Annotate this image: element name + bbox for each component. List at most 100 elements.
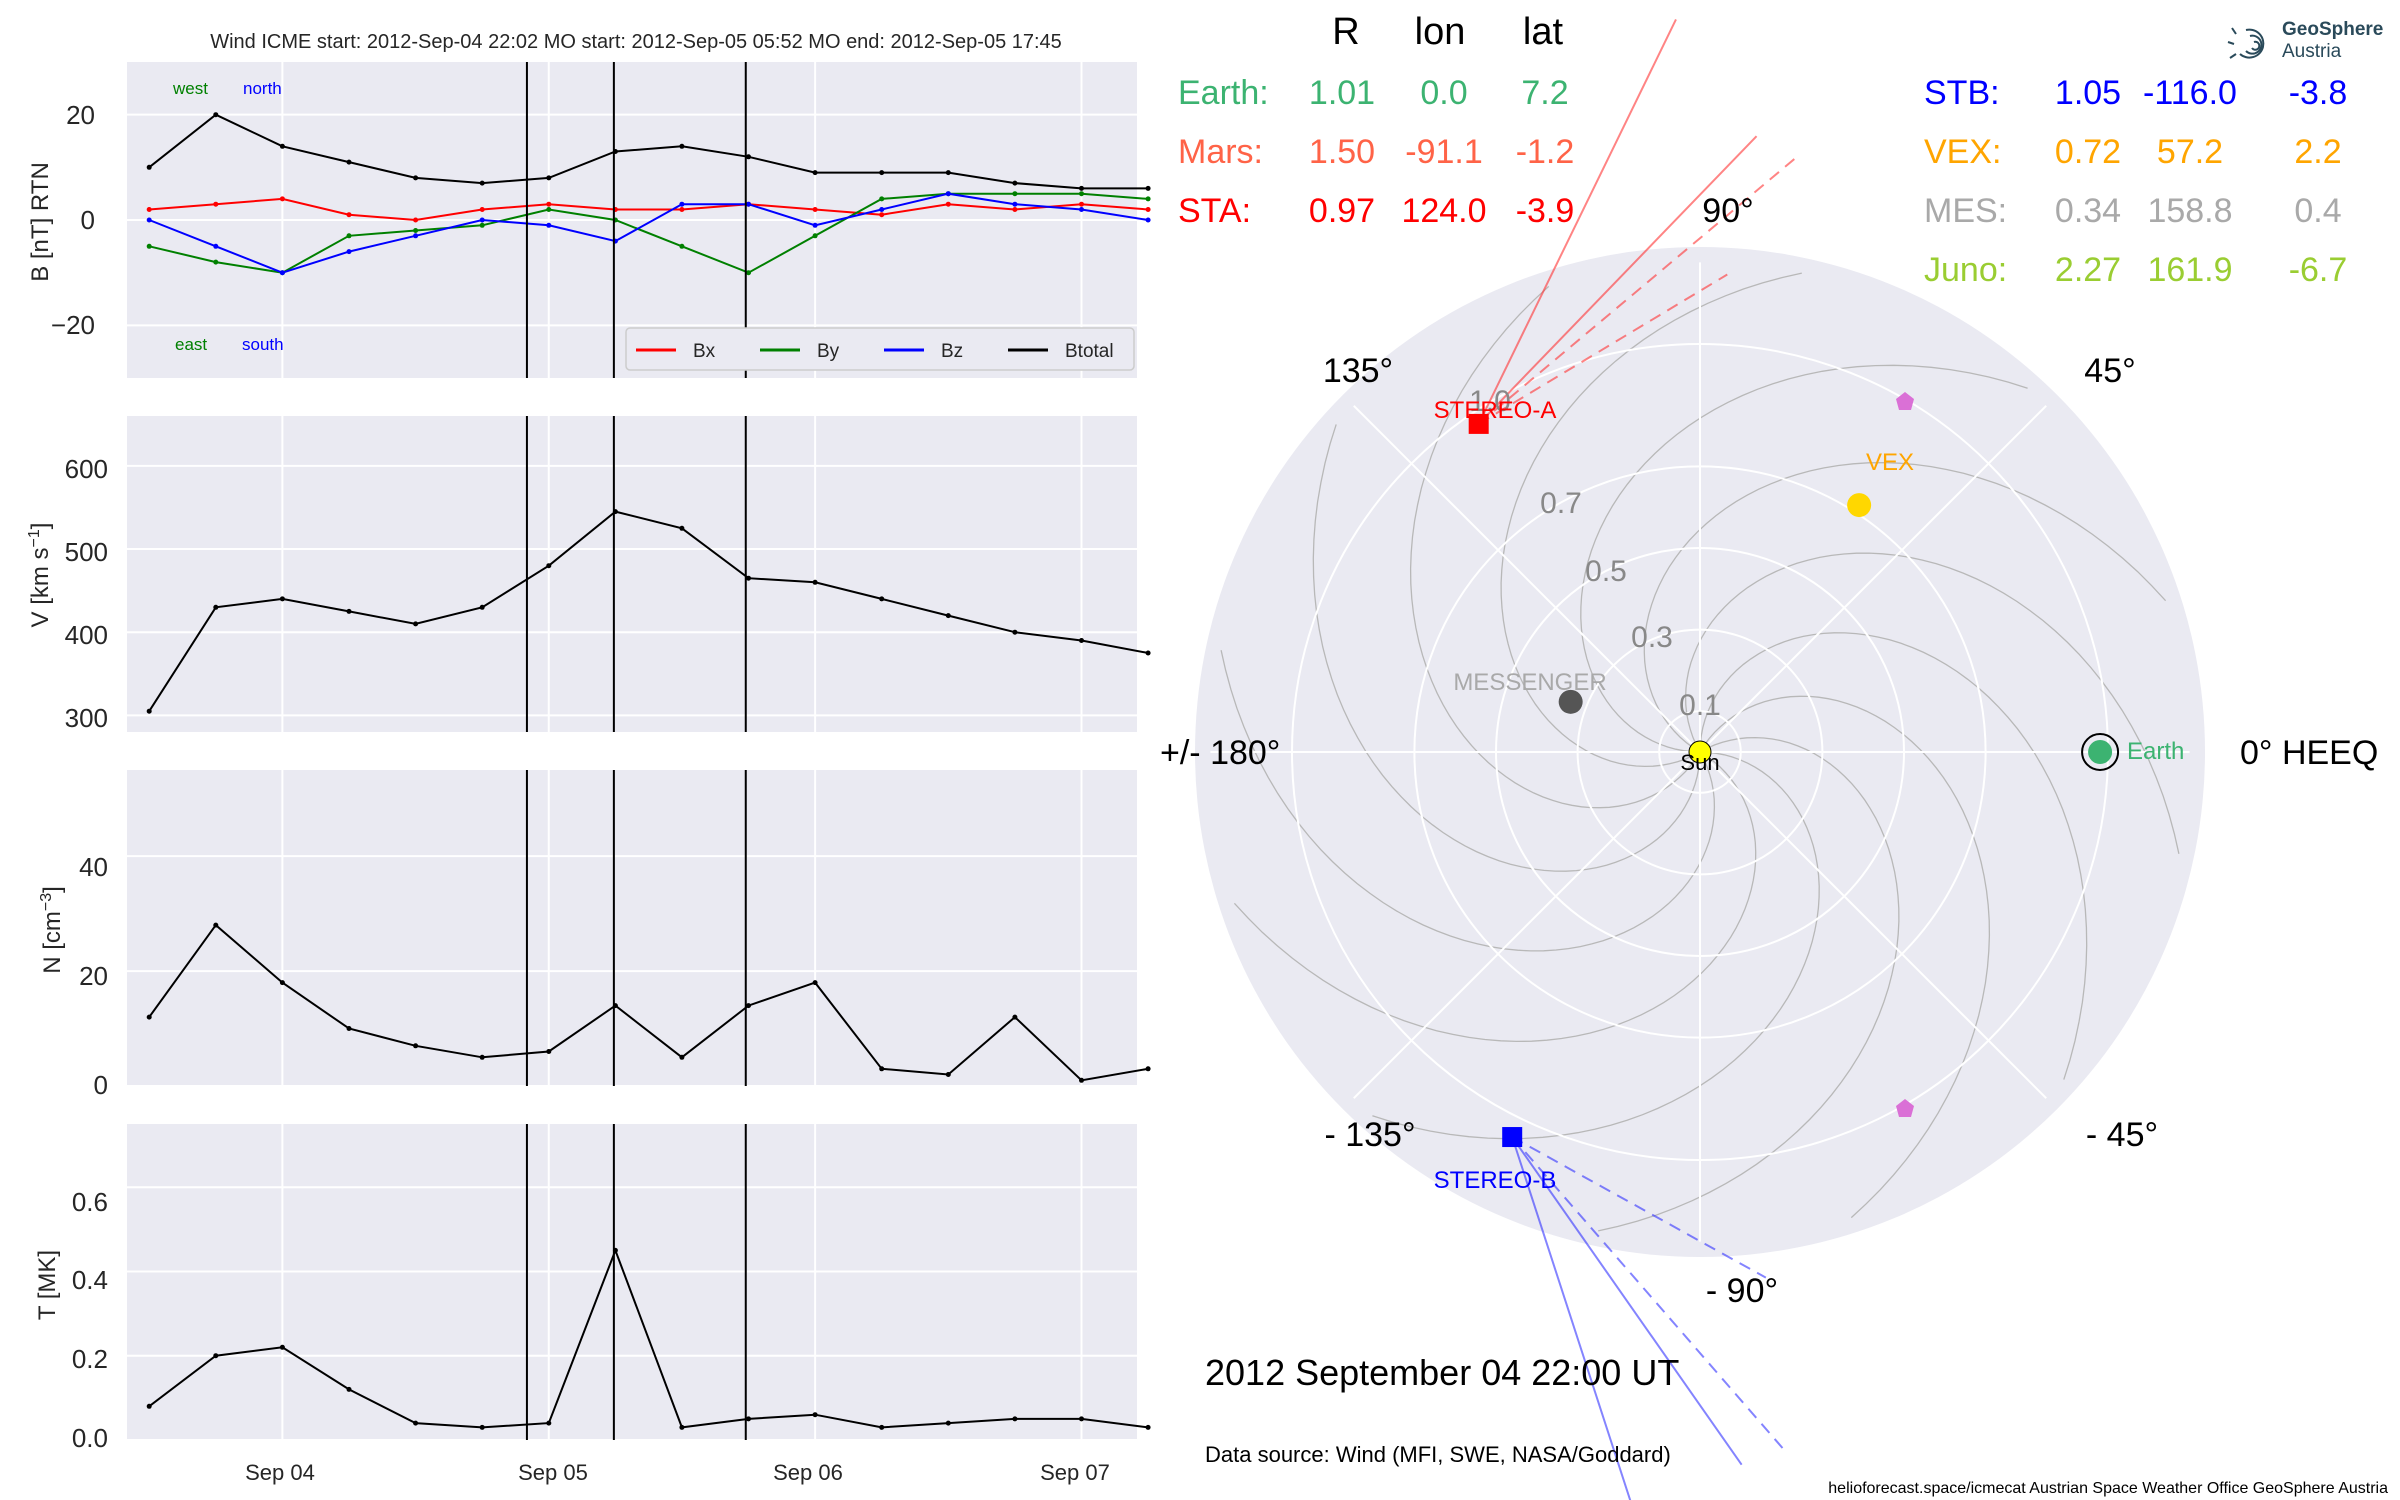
right-row-name: STB: — [1924, 74, 2000, 112]
data-point-v — [413, 621, 419, 627]
earth-label: Earth — [2127, 738, 2184, 765]
table-header-lon: lon — [1415, 11, 1466, 53]
data-point-bz — [413, 233, 419, 239]
ylabel-main: V [km s — [27, 547, 54, 627]
data-point-v — [546, 563, 552, 569]
stereo-b-label: STEREO-B — [1434, 1167, 1557, 1194]
left-row-lat: -1.2 — [1516, 133, 1575, 171]
xtick-label: Sep 07 — [1040, 1460, 1110, 1485]
messenger-marker — [1558, 689, 1583, 714]
series-line-bz — [148, 192, 1149, 274]
data-point-by — [1145, 196, 1151, 202]
data-point-btotal — [1012, 180, 1018, 186]
panel-n: 40 20 0 N [cm−3] — [38, 770, 1151, 1100]
stereo-b-fov-line — [1511, 1136, 1743, 1466]
panel-b-series — [146, 112, 1151, 276]
data-point-n — [1079, 1077, 1084, 1083]
data-point-bz — [812, 222, 818, 228]
data-point-by — [146, 243, 152, 249]
data-point-t — [146, 1403, 152, 1409]
data-point-bz — [546, 222, 552, 228]
data-point-btotal — [945, 170, 951, 176]
data-point-t — [812, 1412, 818, 1418]
data-point-bx — [413, 217, 419, 223]
data-point-by — [413, 228, 419, 233]
marker-pentagon-bottom — [1896, 1099, 1914, 1117]
data-point-btotal — [279, 143, 285, 149]
angle-label-minus90: - 90° — [1706, 1272, 1778, 1310]
stereo-a-label: STEREO-A — [1434, 397, 1557, 424]
right-row-r: 0.34 — [2055, 192, 2121, 230]
panel-b-event-lines — [525, 62, 747, 378]
stereo-b-fov-line-dashed — [1511, 1136, 1789, 1455]
data-point-t — [746, 1416, 751, 1422]
data-point-n — [413, 1043, 419, 1049]
stereo-a-marker — [1468, 413, 1489, 434]
data-point-bx — [479, 207, 485, 212]
data-point-btotal — [1079, 185, 1084, 191]
vex-label: VEX — [1866, 449, 1914, 476]
data-point-bz — [945, 191, 951, 197]
stereo-a-fov-line — [1477, 19, 1677, 425]
data-point-v — [812, 579, 818, 585]
data-point-btotal — [1145, 185, 1151, 191]
vex-marker — [1847, 493, 1872, 518]
data-point-v — [1145, 650, 1151, 656]
series-line-v — [148, 510, 1149, 712]
label-north: north — [243, 79, 282, 98]
data-point-t — [346, 1386, 352, 1392]
stereo-b-fov-line-dashed — [1511, 1136, 1767, 1279]
left-row-lon: 124.0 — [1401, 192, 1486, 230]
ylabel-end: ] — [27, 523, 54, 530]
right-row-lat: -3.8 — [2289, 74, 2348, 112]
data-point-by — [479, 222, 485, 228]
ytick-label: 0.2 — [72, 1344, 108, 1374]
left-row-name: STA: — [1178, 192, 1251, 230]
polar-spoke — [1699, 405, 2047, 753]
data-point-t — [945, 1420, 951, 1426]
data-point-t — [1012, 1416, 1018, 1422]
data-point-btotal — [346, 159, 352, 165]
data-point-t — [546, 1420, 552, 1426]
left-row-lon: 0.0 — [1420, 74, 1467, 112]
marker-pentagon-top — [1896, 392, 1914, 410]
polar-spoke — [1353, 751, 1701, 1099]
data-point-v — [945, 613, 951, 619]
right-row-lat: 2.2 — [2294, 133, 2341, 171]
data-point-t — [413, 1420, 419, 1426]
label-south: south — [242, 335, 284, 354]
data-point-v — [1012, 629, 1018, 635]
data-point-n — [546, 1049, 552, 1054]
logo-line1: GeoSphere — [2282, 19, 2383, 40]
label-east: east — [175, 335, 207, 354]
stereo-a-fov-line-dashed — [1478, 273, 1728, 425]
right-row-lon: 158.8 — [2147, 192, 2232, 230]
data-point-bz — [1079, 207, 1084, 212]
legend-btotal-label: Btotal — [1065, 341, 1114, 362]
data-source: Data source: Wind (MFI, SWE, NASA/Goddar… — [1205, 1442, 1671, 1467]
data-point-bz — [146, 217, 152, 223]
data-point-by — [879, 196, 885, 202]
messenger-label: MESSENGER — [1453, 669, 1606, 696]
data-point-by — [1012, 191, 1018, 197]
right-row-name: MES: — [1924, 192, 2007, 230]
data-point-bz — [879, 207, 885, 212]
data-point-by — [679, 243, 685, 249]
xtick-label: Sep 05 — [518, 1460, 588, 1485]
right-row-r: 2.27 — [2055, 251, 2121, 289]
panel-n-series — [146, 922, 1151, 1083]
left-row-r: 0.97 — [1309, 192, 1375, 230]
panel-v-ylabel: V [km s−1] — [26, 523, 54, 628]
series-line-bx — [149, 197, 1149, 222]
angle-label-135: 135° — [1323, 352, 1393, 390]
radial-label: 1.0 — [1469, 385, 1511, 418]
ytick-label: 20 — [79, 961, 108, 991]
logo-line2: Austria — [2282, 41, 2342, 62]
data-point-bz — [479, 217, 485, 223]
data-point-v — [479, 604, 485, 610]
data-point-t — [279, 1344, 285, 1350]
panel-n-event-lines — [525, 770, 747, 1086]
table-right-rows: STB: 1.05 -116.0 -3.8 VEX: 0.72 57.2 2.2 MES: 0.3… — [1924, 74, 2347, 289]
left-row-r: 1.50 — [1309, 133, 1375, 171]
earth-ring — [2081, 733, 2120, 771]
